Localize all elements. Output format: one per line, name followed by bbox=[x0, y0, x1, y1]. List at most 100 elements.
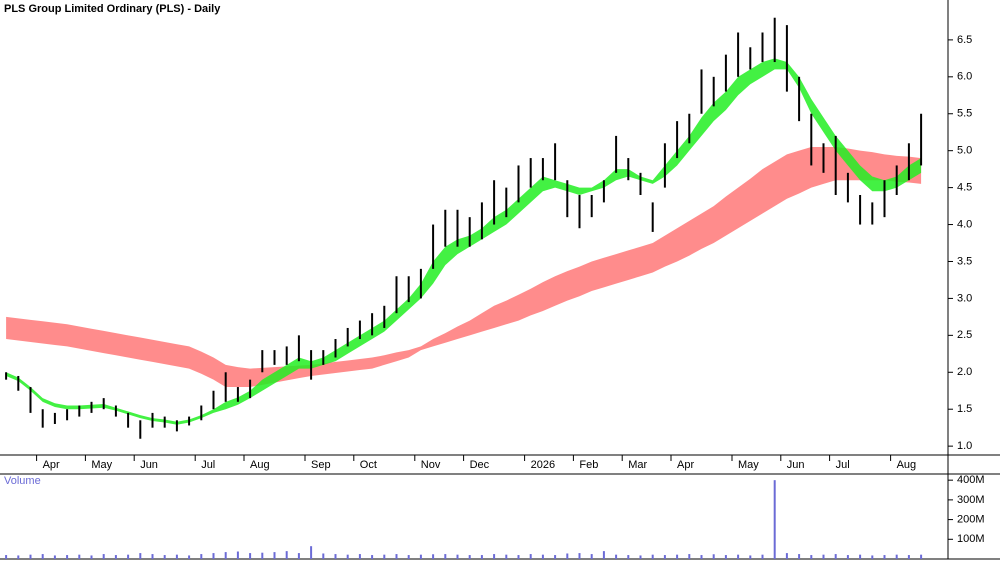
volume-bar bbox=[712, 554, 715, 559]
volume-bar bbox=[822, 554, 825, 559]
volume-bar bbox=[66, 555, 69, 559]
y-tick-label: 2.5 bbox=[957, 329, 972, 341]
volume-bar bbox=[493, 554, 496, 559]
volume-bar bbox=[895, 554, 898, 559]
y-tick-label: 1.5 bbox=[957, 403, 972, 415]
volume-bar bbox=[346, 554, 349, 559]
volume-bar bbox=[480, 555, 483, 559]
x-tick-label: Mar bbox=[628, 459, 647, 471]
volume-bar bbox=[236, 551, 239, 559]
volume-bar bbox=[273, 552, 276, 559]
volume-bar bbox=[310, 546, 313, 559]
volume-bar bbox=[468, 555, 471, 559]
x-tick-label: Aug bbox=[250, 459, 270, 471]
volume-bar bbox=[456, 554, 459, 559]
volume-bar bbox=[883, 555, 886, 559]
volume-bar bbox=[590, 554, 593, 559]
volume-bar bbox=[688, 554, 691, 559]
x-tick-label: 2026 bbox=[531, 459, 555, 471]
volume-bar bbox=[859, 554, 862, 559]
volume-bar bbox=[200, 554, 203, 559]
volume-bar bbox=[639, 555, 642, 559]
x-tick-label: Jun bbox=[787, 459, 805, 471]
volume-bar bbox=[163, 555, 166, 559]
chart-title: PLS Group Limited Ordinary (PLS) - Daily bbox=[4, 3, 221, 15]
x-tick-label: Apr bbox=[677, 459, 694, 471]
volume-bar bbox=[615, 554, 618, 559]
volume-title: Volume bbox=[4, 475, 41, 487]
x-tick-label: Apr bbox=[43, 459, 60, 471]
volume-bar bbox=[907, 555, 910, 559]
volume-bar bbox=[224, 552, 227, 559]
volume-bar bbox=[188, 555, 191, 559]
x-tick-label: Aug bbox=[897, 459, 917, 471]
y-tick-label: 300M bbox=[957, 494, 985, 506]
volume-bar bbox=[432, 554, 435, 559]
volume-bar bbox=[175, 554, 178, 559]
y-tick-label: 4.0 bbox=[957, 218, 972, 230]
y-tick-label: 100M bbox=[957, 533, 985, 545]
volume-bar bbox=[810, 555, 813, 559]
volume-bar bbox=[566, 553, 569, 559]
volume-bar bbox=[834, 554, 837, 559]
volume-bar bbox=[700, 555, 703, 559]
y-tick-label: 6.0 bbox=[957, 71, 972, 83]
volume-bar bbox=[334, 554, 337, 559]
volume-bar bbox=[114, 555, 117, 559]
volume-bar bbox=[151, 554, 154, 559]
volume-bar bbox=[554, 555, 557, 559]
volume-bar bbox=[395, 554, 398, 559]
volume-bar bbox=[17, 555, 20, 559]
volume-bar bbox=[773, 480, 776, 559]
volume-bar bbox=[920, 554, 923, 559]
x-tick-label: Oct bbox=[360, 459, 377, 471]
y-tick-label: 3.5 bbox=[957, 255, 972, 267]
volume-bar bbox=[358, 554, 361, 559]
volume-bar bbox=[871, 555, 874, 559]
volume-bar bbox=[407, 555, 410, 559]
volume-bar bbox=[212, 553, 215, 559]
y-tick-label: 3.0 bbox=[957, 292, 972, 304]
x-tick-label: Dec bbox=[470, 459, 490, 471]
x-tick-label: May bbox=[91, 459, 112, 471]
band bbox=[6, 58, 922, 425]
volume-bar bbox=[663, 555, 666, 559]
y-tick-label: 5.0 bbox=[957, 145, 972, 157]
volume-bar bbox=[676, 554, 679, 559]
volume-bar bbox=[419, 554, 422, 559]
volume-bar bbox=[444, 554, 447, 559]
y-tick-label: 5.5 bbox=[957, 108, 972, 120]
volume-bar bbox=[249, 553, 252, 559]
volume-bar bbox=[602, 551, 605, 559]
volume-bar bbox=[261, 552, 264, 559]
volume-bar bbox=[505, 554, 508, 559]
volume-bar bbox=[737, 554, 740, 559]
volume-bar bbox=[90, 555, 93, 559]
volume-bar bbox=[297, 553, 300, 559]
y-tick-label: 6.5 bbox=[957, 34, 972, 46]
volume-bar bbox=[651, 554, 654, 559]
volume-bar bbox=[383, 554, 386, 559]
volume-bar bbox=[846, 555, 849, 559]
x-tick-label: Jun bbox=[140, 459, 158, 471]
volume-bar bbox=[5, 555, 8, 559]
volume-bar bbox=[127, 554, 130, 559]
y-tick-label: 1.0 bbox=[957, 440, 972, 452]
volume-bar bbox=[78, 554, 81, 559]
band bbox=[6, 146, 922, 388]
volume-bar bbox=[285, 551, 288, 559]
volume-bar bbox=[322, 553, 325, 559]
volume-bar bbox=[529, 554, 532, 559]
volume-bar bbox=[102, 554, 105, 559]
volume-bar bbox=[749, 555, 752, 559]
x-tick-label: Nov bbox=[421, 459, 441, 471]
volume-bar bbox=[724, 555, 727, 559]
volume-bar bbox=[627, 555, 630, 559]
volume-bar bbox=[29, 554, 32, 559]
y-tick-label: 400M bbox=[957, 474, 985, 486]
volume-bar bbox=[761, 554, 764, 559]
y-tick-label: 2.0 bbox=[957, 366, 972, 378]
x-tick-label: Sep bbox=[311, 459, 331, 471]
y-tick-label: 4.5 bbox=[957, 182, 972, 194]
